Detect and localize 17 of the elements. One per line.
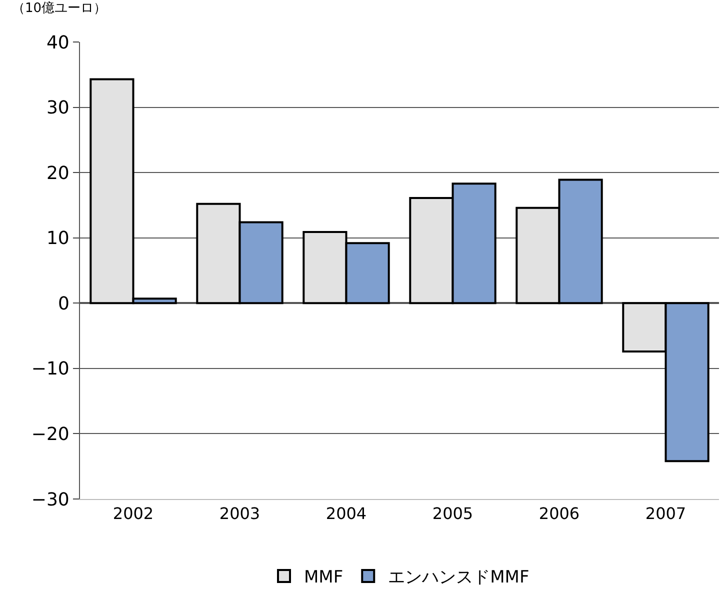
x-tick-label: 2006 xyxy=(538,504,580,524)
y-tick-label: −30 xyxy=(31,489,70,510)
x-tick-label: 2004 xyxy=(326,504,367,524)
y-tick-label: −10 xyxy=(31,358,70,380)
x-tick-label: 2002 xyxy=(112,504,154,524)
y-tick-label: 0 xyxy=(58,293,70,314)
x-tick-label: 2003 xyxy=(219,504,260,524)
y-tick-label: 30 xyxy=(46,98,70,119)
y-tick-label: 40 xyxy=(46,32,70,54)
y-axis-title: （10億ユーロ） xyxy=(12,1,107,16)
y-tick-label: 10 xyxy=(46,228,70,250)
y-tick-label: 20 xyxy=(46,162,70,184)
y-tick-label: −20 xyxy=(31,424,70,446)
legend-label: MMF xyxy=(304,568,344,588)
x-tick-label: 2005 xyxy=(432,504,474,524)
x-tick-label: 2007 xyxy=(645,504,686,524)
legend-label: エンハンスドMMF xyxy=(388,568,530,588)
